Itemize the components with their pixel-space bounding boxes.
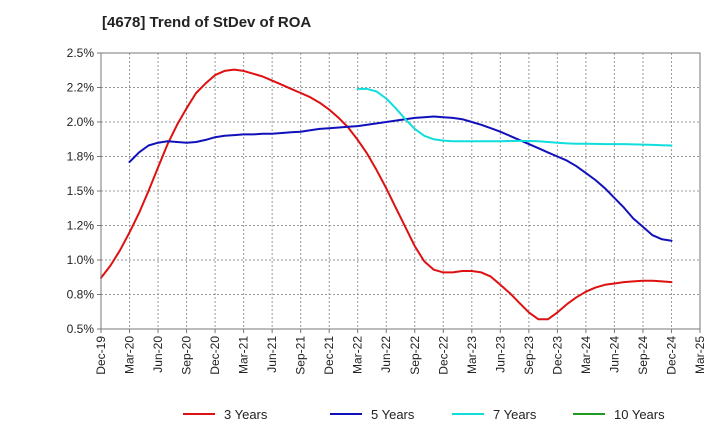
y-tick-label: 1.2% [67,219,95,233]
x-tick-label: Dec-23 [550,336,564,375]
y-tick-label: 2.5% [67,46,95,60]
y-tick-label: 1.0% [67,253,95,267]
y-tick-label: 1.5% [67,184,95,198]
legend-label-10-years: 10 Years [614,407,665,422]
x-tick-label: Sep-24 [636,336,650,375]
x-tick-label: Mar-22 [351,336,365,374]
x-tick-label: Jun-24 [607,336,621,373]
legend: 3 Years 5 Years 7 Years 10 Years [183,407,665,422]
x-tick-label: Mar-25 [693,336,707,374]
series-line-7-years [356,87,673,147]
x-tick-label: Dec-20 [208,336,222,375]
legend-label-7-years: 7 Years [493,407,537,422]
x-tick-label: Jun-20 [151,336,165,373]
x-tick-label: Dec-21 [322,336,336,375]
x-tick-label: Sep-22 [408,336,422,375]
x-tick-label: Mar-20 [123,336,137,374]
y-tick-label: 2.2% [67,81,95,95]
x-tick-label: Sep-20 [180,336,194,375]
x-tick-label: Sep-23 [522,336,536,375]
x-tick-label: Mar-24 [579,336,593,374]
x-tick-label: Jun-21 [265,336,279,373]
x-tick-label: Dec-24 [664,336,678,375]
x-tick-label: Dec-19 [94,336,108,375]
x-tick-label: Dec-22 [436,336,450,375]
series-line-3-years [100,68,673,321]
legend-label-3-years: 3 Years [224,407,268,422]
y-tick-label: 0.5% [67,322,95,336]
plot-area [101,53,700,329]
x-tick-label: Jun-23 [493,336,507,373]
x-tick-layer: Dec-19 Mar-20 Jun-20 Sep-20 Dec-20 Mar-21 Jun-… [94,329,707,375]
x-tick-label: Mar-21 [237,336,251,374]
y-tick-label: 1.8% [67,150,95,164]
y-tick-layer: 0.5% 0.8% 1.0% 1.2% 1.5% 1.8% 2.0% 2.2% 2.5% [67,46,101,336]
chart-title: [4678] Trend of StDev of ROA [102,14,312,31]
series-layer [100,68,673,321]
x-tick-label: Jun-22 [379,336,393,373]
series-line-5-years [128,115,673,242]
x-tick-label: Sep-21 [294,336,308,375]
y-tick-label: 2.0% [67,115,95,129]
legend-label-5-years: 5 Years [371,407,415,422]
x-tick-label: Mar-23 [465,336,479,374]
y-tick-label: 0.8% [67,288,95,302]
